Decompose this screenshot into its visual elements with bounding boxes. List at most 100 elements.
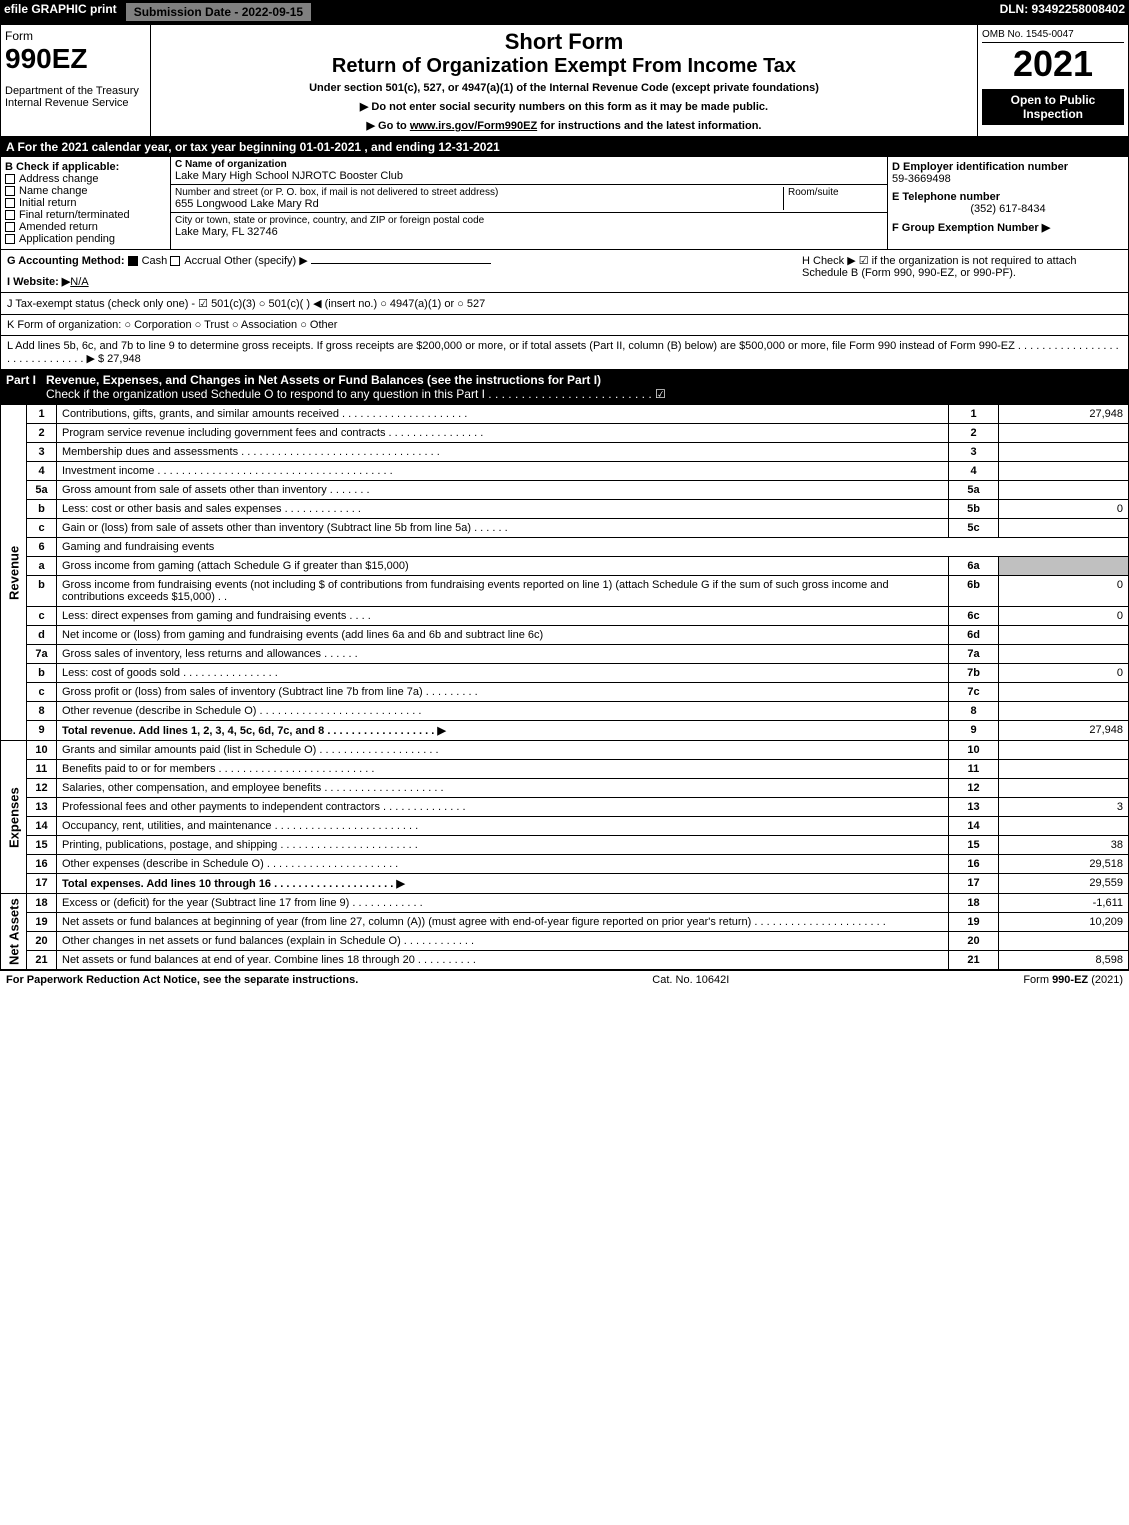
l18-ref: 18 — [949, 894, 999, 913]
omb-label: OMB No. 1545-0047 — [982, 29, 1124, 43]
l6a-text: Gross income from gaming (attach Schedul… — [57, 557, 949, 576]
l4-text: Investment income . . . . . . . . . . . … — [57, 462, 949, 481]
l9-ref: 9 — [949, 721, 999, 741]
l5a-num: 5a — [27, 481, 57, 500]
grp-lbl: F Group Exemption Number ▶ — [892, 221, 1124, 234]
ein-val: 59-3669498 — [892, 173, 1124, 185]
l11-amt — [999, 760, 1129, 779]
l7c-text: Gross profit or (loss) from sales of inv… — [57, 683, 949, 702]
l7b-sub: 7b — [949, 664, 999, 683]
l7a-text: Gross sales of inventory, less returns a… — [57, 645, 949, 664]
check-name[interactable] — [5, 186, 15, 196]
l5c-text: Gain or (loss) from sale of assets other… — [57, 519, 949, 538]
footer-mid: Cat. No. 10642I — [652, 974, 729, 986]
h-block: H Check ▶ ☑ if the organization is not r… — [802, 254, 1122, 288]
l21-ref: 21 — [949, 951, 999, 970]
l14-num: 14 — [27, 817, 57, 836]
opt-initial: Initial return — [19, 197, 76, 209]
c-nameorg-lbl: C Name of organization — [175, 159, 883, 170]
l4-ref: 4 — [949, 462, 999, 481]
check-initial[interactable] — [5, 198, 15, 208]
accrual-lbl: Accrual — [184, 255, 221, 267]
l6d-text: Net income or (loss) from gaming and fun… — [57, 626, 949, 645]
check-address[interactable] — [5, 174, 15, 184]
l6b-text: Gross income from fundraising events (no… — [57, 576, 949, 607]
l18-amt: -1,611 — [999, 894, 1129, 913]
l2-text: Program service revenue including govern… — [57, 424, 949, 443]
l1-text: Contributions, gifts, grants, and simila… — [57, 405, 949, 424]
street-val: 655 Longwood Lake Mary Rd — [175, 198, 783, 210]
l7a-num: 7a — [27, 645, 57, 664]
submission-date-btn[interactable]: Submission Date - 2022-09-15 — [125, 2, 312, 22]
box-b: B Check if applicable: Address change Na… — [1, 157, 171, 249]
ein-lbl: D Employer identification number — [892, 161, 1124, 173]
tax-year: 2021 — [982, 43, 1124, 85]
l6a-sub: 6a — [949, 557, 999, 576]
year-block: OMB No. 1545-0047 2021 Open to Public In… — [978, 25, 1128, 136]
l6b-sub: 6b — [949, 576, 999, 607]
room-lbl: Room/suite — [783, 187, 883, 210]
l6c-num: c — [27, 607, 57, 626]
check-cash[interactable] — [128, 256, 138, 266]
l6d-amt — [999, 626, 1129, 645]
city-val: Lake Mary, FL 32746 — [175, 226, 883, 238]
l13-text: Professional fees and other payments to … — [57, 798, 949, 817]
l5c-num: c — [27, 519, 57, 538]
l6d-ref: 6d — [949, 626, 999, 645]
top-bar: efile GRAPHIC print Submission Date - 20… — [0, 0, 1129, 24]
tel-lbl: E Telephone number — [892, 191, 1124, 203]
l21-amt: 8,598 — [999, 951, 1129, 970]
l11-text: Benefits paid to or for members . . . . … — [57, 760, 949, 779]
l7b-text: Less: cost of goods sold . . . . . . . .… — [57, 664, 949, 683]
l5b-num: b — [27, 500, 57, 519]
l6-text: Gaming and fundraising events — [57, 538, 1129, 557]
row-a-taxyear: A For the 2021 calendar year, or tax yea… — [0, 137, 1129, 157]
note-ssn: ▶ Do not enter social security numbers o… — [155, 100, 973, 113]
l1-num: 1 — [27, 405, 57, 424]
row-k: K Form of organization: ○ Corporation ○ … — [0, 315, 1129, 336]
l15-ref: 15 — [949, 836, 999, 855]
l4-amt — [999, 462, 1129, 481]
l1-amt: 27,948 — [999, 405, 1129, 424]
l2-ref: 2 — [949, 424, 999, 443]
website-val[interactable]: N/A — [70, 276, 88, 288]
check-pending[interactable] — [5, 234, 15, 244]
check-amended[interactable] — [5, 222, 15, 232]
expenses-vert: Expenses — [1, 741, 27, 894]
box-d: D Employer identification number 59-3669… — [888, 157, 1128, 249]
l17-ref: 17 — [949, 874, 999, 894]
l2-amt — [999, 424, 1129, 443]
l5a-sub: 5a — [949, 481, 999, 500]
l2-num: 2 — [27, 424, 57, 443]
info-section: B Check if applicable: Address change Na… — [0, 157, 1129, 250]
l11-ref: 11 — [949, 760, 999, 779]
l14-amt — [999, 817, 1129, 836]
check-final[interactable] — [5, 210, 15, 220]
l15-num: 15 — [27, 836, 57, 855]
page-footer: For Paperwork Reduction Act Notice, see … — [0, 970, 1129, 989]
irs-link[interactable]: www.irs.gov/Form990EZ — [410, 120, 537, 132]
l3-num: 3 — [27, 443, 57, 462]
lines-table: Revenue 1Contributions, gifts, grants, a… — [0, 404, 1129, 970]
l21-num: 21 — [27, 951, 57, 970]
l21-text: Net assets or fund balances at end of ye… — [57, 951, 949, 970]
l19-ref: 19 — [949, 913, 999, 932]
l11-num: 11 — [27, 760, 57, 779]
opt-amended: Amended return — [19, 221, 98, 233]
l4-num: 4 — [27, 462, 57, 481]
l10-amt — [999, 741, 1129, 760]
l12-ref: 12 — [949, 779, 999, 798]
efile-label: efile GRAPHIC print — [4, 2, 117, 22]
l9-num: 9 — [27, 721, 57, 741]
city-lbl: City or town, state or province, country… — [175, 215, 883, 226]
l13-amt: 3 — [999, 798, 1129, 817]
l16-num: 16 — [27, 855, 57, 874]
l6a-num: a — [27, 557, 57, 576]
l6b-num: b — [27, 576, 57, 607]
opt-name: Name change — [19, 185, 88, 197]
l8-text: Other revenue (describe in Schedule O) .… — [57, 702, 949, 721]
l7b-num: b — [27, 664, 57, 683]
l14-text: Occupancy, rent, utilities, and maintena… — [57, 817, 949, 836]
l16-text: Other expenses (describe in Schedule O) … — [57, 855, 949, 874]
check-accrual[interactable] — [170, 256, 180, 266]
